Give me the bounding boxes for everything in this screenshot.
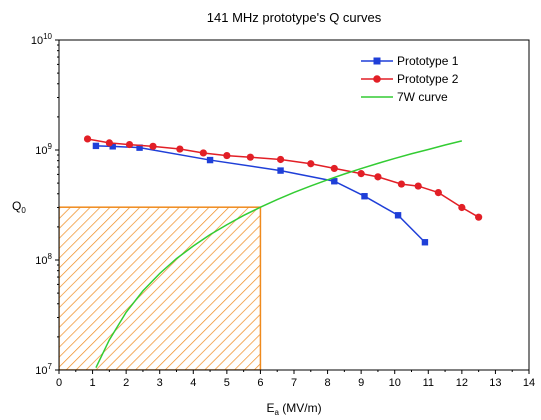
x-axis-label: Ea (MV/m): [266, 401, 321, 417]
x-tick-label: 10: [389, 377, 401, 389]
y-tick-label: 107: [35, 362, 52, 377]
x-tick-label: 4: [190, 377, 196, 389]
x-tick-label: 9: [358, 377, 364, 389]
data-point-square: [109, 143, 116, 150]
data-point-circle: [149, 142, 157, 150]
data-point-circle: [475, 213, 483, 221]
data-point-square: [277, 167, 284, 174]
data-point-square: [92, 142, 100, 150]
x-tick-label: 14: [523, 377, 535, 389]
data-point-square: [361, 193, 368, 200]
x-tick-label: 1: [90, 377, 96, 389]
y-tick-label: 109: [35, 142, 52, 157]
legend: Prototype 1 Prototype 2 7W curve: [361, 54, 459, 104]
y-tick-label: 1010: [31, 32, 53, 47]
x-tick-label: 5: [224, 377, 230, 389]
data-point-circle: [374, 173, 382, 181]
data-point-circle: [105, 139, 113, 147]
y-tick-label: 108: [35, 252, 52, 267]
y-axis-label: Q0: [12, 199, 26, 215]
x-axis-ticks: 0 1 2 3 4 5 6 7 8 9 10 11 12 13 14: [56, 370, 535, 389]
x-tick-label: 0: [56, 377, 62, 389]
data-point-circle: [276, 155, 285, 164]
data-point-circle: [223, 151, 231, 160]
chart-title: 141 MHz prototype's Q curves: [207, 10, 382, 25]
data-point-circle: [414, 182, 422, 190]
data-point-square: [331, 178, 338, 185]
series-line-2: [95, 140, 463, 368]
data-point-square: [136, 144, 143, 151]
legend-label-7w-curve: 7W curve: [397, 90, 448, 104]
hatched-region-layer: [59, 206, 262, 370]
data-point-circle: [330, 164, 338, 173]
series-layer: [83, 135, 483, 368]
data-point-square: [421, 239, 429, 246]
data-point-circle: [246, 153, 254, 161]
x-tick-label: 8: [325, 377, 331, 389]
x-tick-label: 3: [157, 377, 163, 389]
data-point-square: [206, 156, 214, 164]
series-line-1: [87, 138, 480, 218]
data-point-circle: [458, 203, 466, 212]
x-tick-label: 11: [423, 377, 434, 389]
y-axis-ticks: 107 108 109 1010: [31, 32, 59, 377]
data-point-circle: [83, 135, 92, 143]
legend-marker-prototype-1: [373, 57, 381, 65]
x-tick-label: 7: [291, 377, 297, 389]
data-point-circle: [307, 160, 315, 168]
data-point-square: [394, 212, 402, 219]
x-tick-label: 12: [456, 377, 468, 389]
legend-marker-prototype-2: [373, 75, 381, 83]
x-tick-label: 6: [257, 377, 263, 389]
x-tick-label: 13: [489, 377, 501, 389]
data-point-circle: [125, 140, 134, 149]
hatched-region: [59, 206, 262, 370]
data-point-circle: [199, 149, 207, 157]
data-point-circle: [357, 170, 365, 178]
data-point-circle: [434, 188, 442, 197]
data-point-circle: [176, 145, 184, 153]
legend-label-prototype-2: Prototype 2: [397, 72, 459, 86]
x-tick-label: 2: [123, 377, 129, 389]
data-point-circle: [397, 180, 406, 188]
legend-label-prototype-1: Prototype 1: [397, 54, 459, 68]
